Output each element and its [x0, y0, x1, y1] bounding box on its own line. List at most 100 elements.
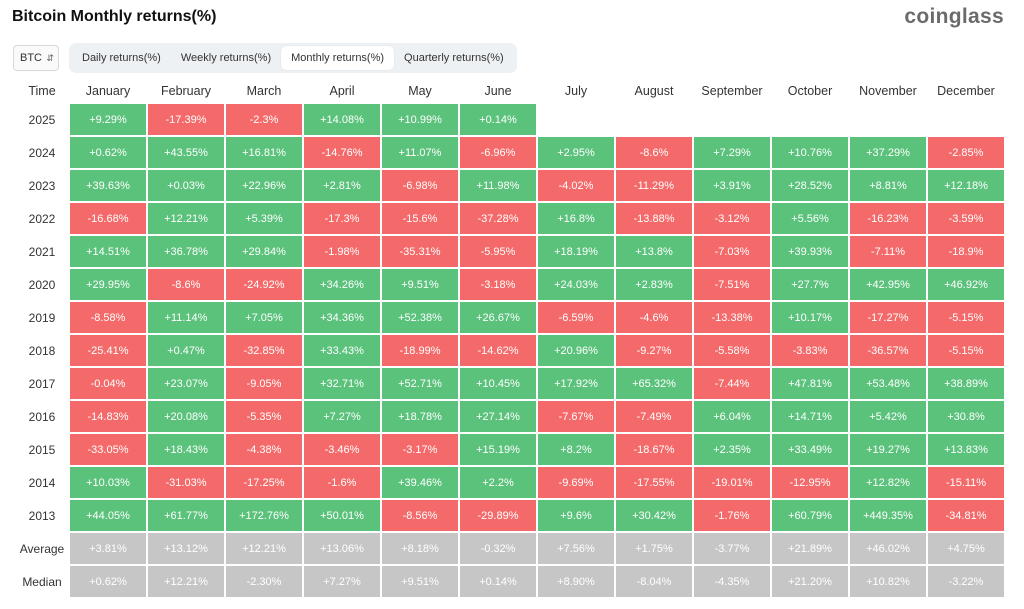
- return-cell: +0.47%: [148, 335, 224, 366]
- coinglass-logo[interactable]: coinglass: [904, 5, 1004, 28]
- return-cell: -18.99%: [382, 335, 458, 366]
- return-cell: +18.78%: [382, 401, 458, 432]
- row-label: 2017: [28, 376, 56, 391]
- return-cell: +13.06%: [304, 533, 380, 564]
- return-cell: +60.79%: [772, 500, 848, 531]
- row-label: 2014: [28, 475, 56, 490]
- return-cell: -3.18%: [460, 269, 536, 300]
- return-cell: +5.56%: [772, 203, 848, 234]
- return-cell: -1.76%: [694, 500, 770, 531]
- return-cell: -16.23%: [850, 203, 926, 234]
- row-label: 2013: [28, 508, 56, 523]
- row-label: 2025: [28, 112, 56, 127]
- return-cell: +12.82%: [850, 467, 926, 498]
- return-cell: -11.29%: [616, 170, 692, 201]
- return-cell: -17.3%: [304, 203, 380, 234]
- return-cell: +50.01%: [304, 500, 380, 531]
- return-cell: +3.91%: [694, 170, 770, 201]
- return-cell: +29.95%: [70, 269, 146, 300]
- tab-weekly-returns[interactable]: Weekly returns(%): [180, 52, 272, 64]
- return-cell: +30.42%: [616, 500, 692, 531]
- return-cell: -5.15%: [928, 302, 1004, 333]
- return-cell: +12.21%: [148, 566, 224, 597]
- return-cell: +39.93%: [772, 236, 848, 267]
- return-cell: +172.76%: [226, 500, 302, 531]
- return-cell: +10.76%: [772, 137, 848, 168]
- return-cell: -17.27%: [850, 302, 926, 333]
- chevron-updown-icon: ⇵: [46, 53, 54, 63]
- return-cell: +9.51%: [382, 269, 458, 300]
- return-cell: -9.05%: [226, 368, 302, 399]
- return-cell: -8.58%: [70, 302, 146, 333]
- return-cell: -37.28%: [460, 203, 536, 234]
- return-cell: +16.81%: [226, 137, 302, 168]
- return-cell: -0.04%: [70, 368, 146, 399]
- return-cell: [694, 104, 770, 135]
- return-cell: -4.02%: [538, 170, 614, 201]
- return-cell: [850, 104, 926, 135]
- return-cell: -1.6%: [304, 467, 380, 498]
- return-cell: -19.01%: [694, 467, 770, 498]
- return-cell: -4.6%: [616, 302, 692, 333]
- return-cell: +39.46%: [382, 467, 458, 498]
- return-cell: -16.68%: [70, 203, 146, 234]
- return-cell: +20.96%: [538, 335, 614, 366]
- month-header-may: May: [408, 84, 432, 98]
- return-cell: +13.83%: [928, 434, 1004, 465]
- return-cell: +0.14%: [460, 104, 536, 135]
- return-cell: +11.98%: [460, 170, 536, 201]
- month-header-october: October: [787, 84, 833, 98]
- table-row: 2016 -14.83% +20.08% -5.35% +7.27% +18.78% +27…: [16, 401, 1004, 432]
- return-cell: -29.89%: [460, 500, 536, 531]
- asset-select-value: BTC: [20, 52, 42, 64]
- return-cell: +24.03%: [538, 269, 614, 300]
- return-cell: -6.59%: [538, 302, 614, 333]
- row-label: Average: [19, 541, 65, 556]
- return-cell: -5.35%: [226, 401, 302, 432]
- monthly-returns-table: Time January February March April May June Jul…: [14, 78, 1006, 599]
- return-cell: +16.8%: [538, 203, 614, 234]
- tab-quarterly-returns[interactable]: Quarterly returns(%): [404, 52, 504, 64]
- return-cell: +37.29%: [850, 137, 926, 168]
- return-cell: +7.56%: [538, 533, 614, 564]
- return-cell: +30.8%: [928, 401, 1004, 432]
- return-cell: -13.38%: [694, 302, 770, 333]
- return-cell: +10.45%: [460, 368, 536, 399]
- return-cell: +9.6%: [538, 500, 614, 531]
- tab-monthly-returns[interactable]: Monthly returns(%): [281, 46, 395, 70]
- return-cell: -17.55%: [616, 467, 692, 498]
- return-cell: -14.83%: [70, 401, 146, 432]
- return-cell: -3.17%: [382, 434, 458, 465]
- return-cell: +10.99%: [382, 104, 458, 135]
- row-label: 2020: [28, 277, 56, 292]
- return-cell: -1.98%: [304, 236, 380, 267]
- return-cell: [538, 104, 614, 135]
- asset-select[interactable]: BTC ⇵: [13, 45, 59, 71]
- row-label: 2023: [28, 178, 56, 193]
- return-cell: +7.27%: [304, 401, 380, 432]
- table-row: 2022 -16.68% +12.21% +5.39% -17.3% -15.6% -37.…: [16, 203, 1004, 234]
- row-label: 2021: [28, 244, 56, 259]
- return-cell: +3.81%: [70, 533, 146, 564]
- return-cell: +4.75%: [928, 533, 1004, 564]
- return-cell: -36.57%: [850, 335, 926, 366]
- return-cell: +29.84%: [226, 236, 302, 267]
- return-cell: -15.6%: [382, 203, 458, 234]
- return-cell: -7.67%: [538, 401, 614, 432]
- return-cell: -14.76%: [304, 137, 380, 168]
- return-cell: -9.27%: [616, 335, 692, 366]
- table-row: 2018 -25.41% +0.47% -32.85% +33.43% -18.99% -1…: [16, 335, 1004, 366]
- return-cell: +33.49%: [772, 434, 848, 465]
- return-cell: +2.35%: [694, 434, 770, 465]
- return-cell: +26.67%: [460, 302, 536, 333]
- tab-daily-returns[interactable]: Daily returns(%): [82, 52, 161, 64]
- table-row: Average +3.81% +13.12% +12.21% +13.06% +8.18%…: [16, 533, 1004, 564]
- return-cell: +21.89%: [772, 533, 848, 564]
- return-cell: +10.03%: [70, 467, 146, 498]
- return-cell: +27.14%: [460, 401, 536, 432]
- return-cell: -7.44%: [694, 368, 770, 399]
- return-cell: +8.18%: [382, 533, 458, 564]
- return-cell: -2.30%: [226, 566, 302, 597]
- return-cell: -8.04%: [616, 566, 692, 597]
- return-cell: +9.29%: [70, 104, 146, 135]
